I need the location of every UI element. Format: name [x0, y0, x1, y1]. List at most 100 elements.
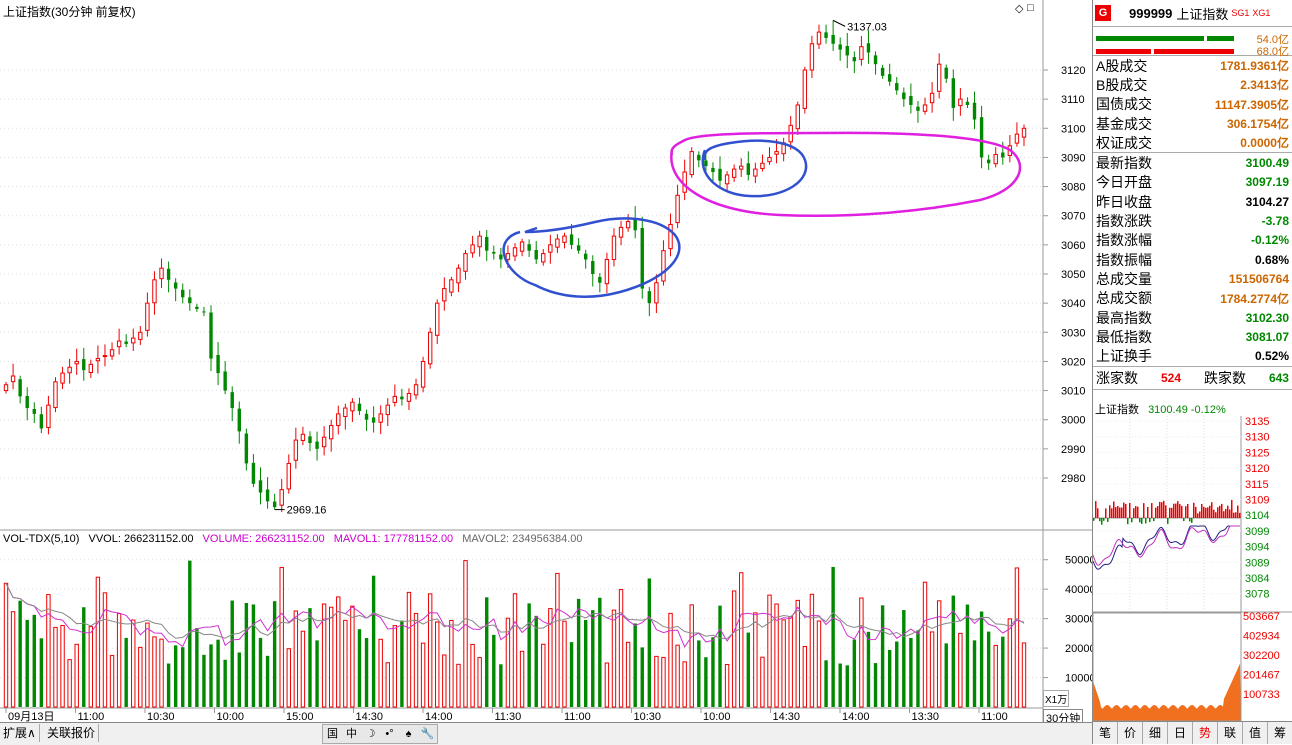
volume-bar [435, 621, 440, 708]
candle-body [633, 218, 637, 231]
stock-name: 上证指数 [1176, 6, 1229, 22]
chart-menu-icon[interactable]: □ [1027, 2, 1034, 14]
breadth-bar [1159, 501, 1161, 518]
expand-tab[interactable]: 扩展∧ [0, 724, 40, 742]
candle-body [67, 366, 72, 374]
breadth-bar [1235, 512, 1237, 518]
mini-chart-title: 上证指数 3100.49 -0.12% [1095, 401, 1226, 417]
volume-bar [774, 603, 779, 708]
quote-label: 总成交量 [1096, 270, 1152, 287]
volume-bar [470, 643, 475, 708]
breadth-bar [1131, 518, 1133, 523]
volume-bar [420, 642, 426, 708]
mini-y-tick: 3078 [1245, 589, 1269, 601]
breadth-bar [1119, 507, 1121, 518]
candle-body [173, 282, 178, 289]
chart-settings-icon[interactable]: ◇ [1015, 3, 1024, 15]
vol-tick-label: 30000 [1065, 614, 1092, 626]
breadth-bar [1239, 512, 1241, 518]
turnover-row: 国债成交 11147.3905亿 [1093, 95, 1292, 114]
panel-tab[interactable]: 联 [1218, 722, 1243, 744]
volume-bar [618, 589, 624, 708]
volume-bar [449, 619, 454, 708]
breadth-bar [1135, 506, 1137, 518]
volume-bar [152, 636, 157, 708]
volume-bar [138, 646, 143, 708]
sg1-label[interactable]: SG1 [1231, 8, 1250, 18]
down-count-label: 跌家数 [1203, 369, 1246, 386]
breadth-bar [1097, 508, 1099, 518]
volume-bar [944, 643, 948, 707]
y-tick-label: 3090 [1061, 152, 1085, 164]
panel-tab[interactable]: 细 [1143, 722, 1168, 744]
volume-bar [697, 640, 701, 707]
candle-body [336, 413, 341, 426]
x-tick-label: 10:00 [217, 711, 245, 722]
volume-bar [611, 609, 617, 708]
volume-bar [223, 659, 227, 707]
x-tick-label: 14:00 [425, 711, 453, 722]
g-icon[interactable]: G [1095, 5, 1111, 21]
mavol1-value: MAVOL1: 177781152.00 [333, 533, 454, 545]
panel-tab[interactable]: 笔 [1093, 722, 1118, 744]
intraday-mini-chart[interactable]: 3135 3130 3125 3120 3115 3109 3104 3099 3094 3089… [1093, 416, 1292, 722]
zhong-tool-icon[interactable]: 中 [346, 728, 357, 740]
xg1-label[interactable]: XG1 [1252, 8, 1271, 18]
candle-body [598, 276, 602, 283]
volume-bar [3, 582, 9, 708]
mavol2-value: MAVOL2: 234956384.00 [462, 533, 583, 545]
breadth-bar [1185, 506, 1187, 518]
candle-body [25, 395, 29, 409]
panel-tab[interactable]: 日 [1168, 722, 1193, 744]
volume-bar [131, 619, 136, 708]
volume-bar [880, 605, 885, 707]
candle-body [116, 340, 122, 348]
volume-bar [53, 626, 58, 708]
spade-tool-icon[interactable]: ♠ [405, 728, 412, 740]
x-tick-label: 11:00 [78, 711, 105, 722]
breadth-bar [1109, 505, 1111, 518]
quote-value: 151506764 [1228, 271, 1289, 286]
volume-bar [145, 622, 150, 708]
mini-y-tick: 3130 [1245, 432, 1269, 444]
candle-body [760, 162, 765, 170]
panel-tab[interactable]: 价 [1118, 722, 1143, 744]
quote-row: 最新指数 3100.49 [1093, 153, 1292, 172]
main-chart[interactable]: 3120 3110 3100 3090 3080 3070 3060 3050 3040 3030… [0, 0, 1092, 722]
guo-tool-icon[interactable]: 国 [327, 728, 338, 740]
breadth-bar [1237, 505, 1239, 518]
turnover-row: 权证成交 0.0000亿 [1093, 133, 1292, 152]
volume-bar [244, 602, 249, 707]
quote-header: G 999999 上证指数 SG1 XG1 [1093, 0, 1292, 27]
volume-bar [492, 634, 496, 707]
candle-body [767, 156, 772, 163]
mini-volume-area [1093, 663, 1241, 721]
mini-y-tick: 3135 [1245, 416, 1269, 428]
volume-bar [625, 641, 631, 708]
volume-bar [406, 591, 412, 708]
related-quotes-tab[interactable]: 关联报价 [44, 724, 100, 742]
x-tick-label: 14:30 [356, 711, 384, 722]
panel-tab[interactable]: 值 [1243, 722, 1268, 744]
candle-body [661, 250, 666, 282]
panel-tab[interactable]: 势 [1193, 722, 1218, 744]
breadth-bar [1143, 503, 1145, 518]
volume-bar [505, 617, 511, 708]
wrench-tool-icon[interactable]: 🔧 [420, 728, 435, 740]
mini-y-tick: 3084 [1245, 573, 1269, 585]
dots-tool-icon[interactable]: •° [385, 728, 394, 740]
volume-bar [859, 597, 864, 708]
annotation-circle-1 [502, 217, 681, 298]
breadth-bar [1193, 502, 1195, 518]
panel-tab[interactable]: 筹 [1268, 722, 1292, 744]
quote-value: -0.12% [1250, 233, 1289, 248]
candle-body [838, 44, 842, 50]
candle-body [308, 436, 312, 444]
volume-bar [788, 616, 793, 708]
candle-body [442, 288, 447, 302]
moon-tool-icon[interactable]: ☽ [365, 728, 376, 740]
turnover-value: 0.0000亿 [1240, 136, 1289, 151]
quote-row: 昨日收盘 3104.27 [1093, 192, 1292, 211]
breadth-bar [1113, 501, 1115, 518]
